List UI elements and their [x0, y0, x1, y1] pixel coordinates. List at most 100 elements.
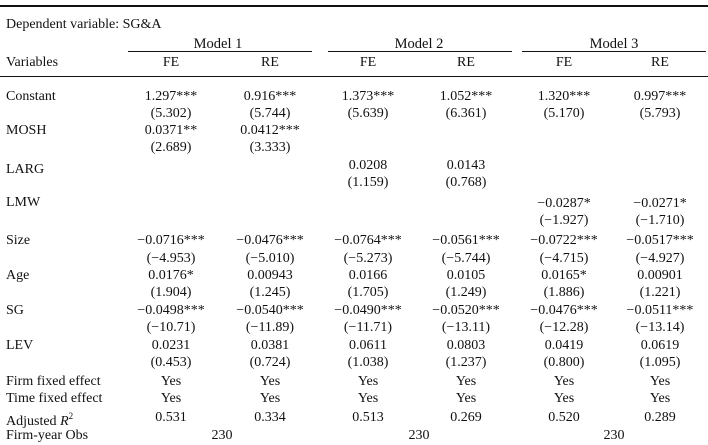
obs-cell: 230 [211, 428, 233, 443]
tstat-cell: (0.768) [445, 175, 487, 190]
coef-cell: 1.373*** [341, 89, 395, 104]
tstat-cell: (1.038) [347, 355, 389, 370]
row-label-mosh: MOSH [6, 123, 47, 138]
yes-cell: Yes [357, 391, 379, 406]
tstat-cell: (5.793) [639, 106, 681, 121]
coef-cell: −0.0511*** [626, 303, 694, 318]
row-label-firm-year-obs: Firm-year Obs [6, 428, 89, 443]
model-3-rule [522, 51, 706, 52]
yes-cell: Yes [455, 374, 477, 389]
adjusted-label-prefix: Adjusted [6, 414, 61, 429]
coef-cell: 0.0381 [250, 338, 290, 353]
effect-header: FE [555, 55, 573, 70]
dependent-variable-label: Dependent variable: SG&A [6, 17, 162, 32]
tstat-cell: (−5.273) [343, 251, 393, 266]
coef-cell: −0.0498*** [137, 303, 205, 318]
coef-cell: −0.0517*** [626, 233, 694, 248]
coef-cell: −0.0716*** [137, 233, 205, 248]
coef-cell: 0.0619 [640, 338, 680, 353]
tstat-cell: (−12.28) [539, 320, 589, 335]
row-label-time-fixed-effect: Time fixed effect [6, 391, 103, 406]
coef-cell: −0.0271* [633, 196, 687, 211]
tstat-cell: (−11.71) [343, 320, 393, 335]
row-label-sg: SG [6, 303, 24, 318]
tstat-cell: (1.705) [347, 285, 389, 300]
coef-cell: 0.0105 [446, 268, 486, 283]
yes-cell: Yes [259, 391, 281, 406]
coef-cell: 0.0166 [348, 268, 388, 283]
effect-header: FE [162, 55, 180, 70]
row-label-constant: Constant [6, 89, 56, 104]
effect-header: RE [261, 55, 279, 70]
r-symbol: R [60, 414, 69, 429]
r2-cell: 0.334 [254, 410, 286, 425]
tstat-cell: (0.453) [150, 355, 192, 370]
effect-header: FE [359, 55, 377, 70]
tstat-cell: (1.159) [347, 175, 389, 190]
r2-cell: 0.531 [155, 410, 187, 425]
effect-header: RE [457, 55, 475, 70]
yes-cell: Yes [553, 391, 575, 406]
yes-cell: Yes [455, 391, 477, 406]
r2-cell: 0.520 [548, 410, 580, 425]
tstat-cell: (−13.14) [635, 320, 685, 335]
model-3-header: Model 3 [589, 36, 639, 52]
row-label-lmw: LMW [6, 195, 41, 210]
coef-cell: 0.0143 [446, 158, 486, 173]
tstat-cell: (−10.71) [146, 320, 196, 335]
coef-cell: 1.297*** [144, 89, 198, 104]
tstat-cell: (5.744) [249, 106, 291, 121]
r2-cell: 0.269 [450, 410, 482, 425]
row-label-lev: LEV [6, 338, 34, 353]
obs-cell: 230 [408, 428, 430, 443]
yes-cell: Yes [160, 391, 182, 406]
r-superscript: 2 [68, 411, 74, 421]
yes-cell: Yes [649, 391, 671, 406]
obs-cell: 230 [603, 428, 625, 443]
coef-cell: −0.0540*** [236, 303, 304, 318]
tstat-cell: (−11.89) [245, 320, 295, 335]
tstat-cell: (1.237) [445, 355, 487, 370]
coef-cell: 0.0419 [544, 338, 584, 353]
yes-cell: Yes [259, 374, 281, 389]
coef-cell: −0.0476*** [530, 303, 598, 318]
top-rule [0, 5, 708, 7]
tstat-cell: (2.689) [150, 140, 192, 155]
tstat-cell: (−4.953) [146, 251, 196, 266]
tstat-cell: (3.333) [249, 140, 291, 155]
coef-cell: 0.0803 [446, 338, 486, 353]
model-1-header: Model 1 [193, 36, 243, 52]
variables-header: Variables [6, 55, 59, 70]
coef-cell: −0.0561*** [432, 233, 500, 248]
header-rule [0, 76, 708, 77]
row-label-age: Age [6, 268, 30, 283]
tstat-cell: (1.221) [639, 285, 681, 300]
tstat-cell: (1.886) [543, 285, 585, 300]
effect-header: RE [651, 55, 669, 70]
model-1-rule [128, 51, 312, 52]
tstat-cell: (−1.710) [635, 213, 685, 228]
coef-cell: −0.0764*** [334, 233, 402, 248]
coef-cell: 0.916*** [243, 89, 297, 104]
tstat-cell: (−5.744) [441, 251, 491, 266]
tstat-cell: (5.639) [347, 106, 389, 121]
coef-cell: 0.00901 [637, 268, 683, 283]
coef-cell: 0.0371** [144, 123, 198, 138]
model-2-header: Model 2 [394, 36, 444, 52]
coef-cell: −0.0287* [537, 196, 591, 211]
yes-cell: Yes [649, 374, 671, 389]
tstat-cell: (−4.927) [635, 251, 685, 266]
coef-cell: 1.052*** [439, 89, 493, 104]
row-label-firm-fixed-effect: Firm fixed effect [6, 374, 101, 389]
row-label-adjusted-r2: Adjusted R2 [6, 408, 73, 430]
coef-cell: 0.0231 [151, 338, 191, 353]
yes-cell: Yes [160, 374, 182, 389]
tstat-cell: (1.249) [445, 285, 487, 300]
coef-cell: −0.0722*** [530, 233, 598, 248]
r2-cell: 0.289 [644, 410, 676, 425]
model-2-rule [328, 51, 512, 52]
coef-cell: −0.0520*** [432, 303, 500, 318]
tstat-cell: (1.245) [249, 285, 291, 300]
coef-cell: 1.320*** [537, 89, 591, 104]
coef-cell: 0.0165* [541, 268, 587, 283]
